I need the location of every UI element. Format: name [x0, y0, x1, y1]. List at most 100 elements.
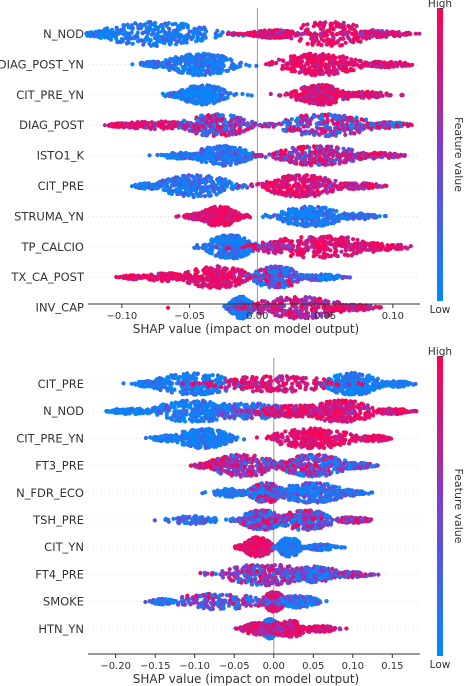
shap-point	[219, 177, 224, 182]
shap-point	[361, 186, 366, 191]
shap-point	[300, 64, 305, 69]
shap-point	[368, 152, 373, 157]
shap-point	[213, 62, 218, 67]
shap-point	[245, 92, 250, 97]
shap-point	[185, 154, 190, 159]
shap-point	[275, 28, 280, 33]
shap-point	[311, 94, 317, 99]
shap-point	[219, 93, 224, 98]
shap-point	[334, 114, 339, 119]
shap-point	[335, 153, 340, 158]
shap-point	[341, 146, 346, 151]
shap-point	[163, 119, 168, 124]
shap-point	[350, 147, 355, 153]
shap-point	[196, 152, 201, 157]
shap-point	[233, 31, 238, 36]
shap-point	[294, 189, 299, 194]
shap-point	[318, 89, 323, 94]
shap-point	[308, 177, 314, 182]
shap-point	[226, 91, 231, 97]
shap-point	[224, 68, 229, 73]
shap-point	[197, 175, 202, 180]
shap-point	[294, 118, 299, 124]
shap-point	[325, 117, 330, 122]
shap-point	[354, 122, 359, 127]
shap-point	[151, 121, 156, 126]
shap-point	[170, 35, 175, 41]
shap-point	[366, 34, 371, 39]
shap-point	[137, 182, 142, 187]
shap-point	[212, 116, 217, 122]
shap-point	[299, 132, 304, 137]
shap-point	[236, 123, 242, 128]
shap-point	[321, 57, 326, 62]
shap-point	[324, 42, 329, 47]
shap-point	[280, 66, 285, 71]
shap-point	[184, 37, 189, 42]
shap-point	[181, 173, 186, 178]
shap-point	[215, 128, 220, 133]
shap-point	[197, 25, 202, 30]
shap-point	[170, 155, 175, 160]
shap-point	[354, 153, 359, 158]
shap-point	[287, 150, 292, 155]
shap-point	[177, 185, 182, 190]
shap-point	[338, 23, 343, 28]
shap-point	[300, 118, 305, 123]
shap-point	[333, 20, 339, 26]
shap-point	[187, 186, 192, 192]
shap-point	[238, 31, 243, 37]
shap-point	[176, 56, 181, 61]
shap-point	[313, 54, 318, 59]
shap-point	[363, 29, 368, 34]
shap-point	[236, 183, 241, 189]
shap-point	[194, 99, 199, 104]
feature-points-cit-pre	[129, 173, 389, 200]
shap-point	[249, 93, 254, 98]
shap-point	[215, 178, 220, 183]
shap-point	[267, 34, 272, 39]
shap-point	[219, 58, 224, 63]
shap-point	[205, 83, 210, 88]
shap-point	[141, 30, 146, 35]
shap-point	[373, 154, 378, 159]
shap-point	[215, 85, 220, 90]
shap-point	[354, 182, 359, 187]
shap-point	[247, 63, 252, 68]
shap-point	[296, 94, 301, 99]
shap-point	[300, 69, 305, 74]
shap-point	[220, 150, 225, 155]
shap-point	[210, 55, 215, 60]
shap-point	[206, 174, 211, 179]
shap-point	[165, 179, 170, 185]
shap-point	[386, 120, 391, 125]
shap-point	[358, 58, 363, 64]
shap-point	[249, 182, 254, 187]
shap-point	[202, 72, 208, 77]
shap-point	[292, 89, 297, 94]
shap-point	[360, 182, 365, 187]
shap-point	[339, 42, 345, 48]
feature-points-isto1-k	[147, 143, 407, 168]
shap-point	[195, 35, 200, 40]
shap-point	[331, 69, 336, 74]
shap-point	[162, 183, 167, 188]
shap-point	[233, 117, 239, 122]
shap-point	[330, 95, 335, 101]
feature-label: DIAG_POST_YN	[0, 57, 84, 71]
shap-point	[162, 32, 167, 38]
shap-point	[141, 42, 146, 47]
shap-point	[342, 26, 347, 31]
shap-point	[229, 58, 234, 63]
shap-point	[227, 179, 232, 184]
shap-point	[272, 188, 277, 193]
shap-point	[247, 214, 252, 219]
shap-point	[317, 99, 322, 104]
shap-point	[114, 26, 119, 31]
shap-point	[162, 62, 167, 67]
shap-point	[348, 124, 353, 129]
shap-point	[186, 193, 191, 198]
shap-point	[379, 31, 384, 36]
shap-point	[303, 184, 308, 189]
shap-point	[274, 35, 280, 40]
